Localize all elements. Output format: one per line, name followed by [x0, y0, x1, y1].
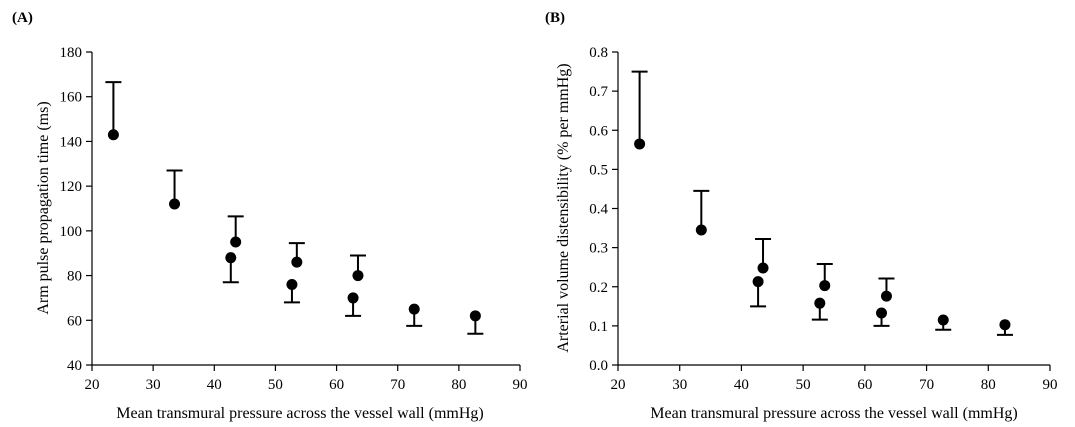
- y-tick-label: 0.2: [589, 280, 608, 296]
- data-point: [819, 280, 831, 292]
- x-tick-label: 80: [981, 377, 996, 393]
- y-tick-label: 0.8: [589, 45, 608, 61]
- x-tick-label: 50: [268, 377, 283, 393]
- x-tick-label: 20: [85, 377, 100, 393]
- data-point: [225, 252, 237, 264]
- data-point: [634, 138, 646, 150]
- y-tick-label: 80: [67, 269, 82, 285]
- data-point: [352, 270, 364, 282]
- x-tick-label: 70: [919, 377, 934, 393]
- panel-label: (B): [545, 10, 565, 26]
- data-point: [408, 303, 420, 315]
- x-tick-label: 20: [611, 377, 626, 393]
- y-axis-label: Arm pulse propagation time (ms): [35, 101, 52, 314]
- x-tick-label: 90: [513, 377, 528, 393]
- data-point: [695, 224, 707, 236]
- data-point: [169, 198, 181, 210]
- x-axis-label: Mean transmural pressure across the vess…: [650, 405, 1017, 422]
- panel-label: (A): [12, 10, 33, 26]
- y-tick-label: 0.0: [589, 358, 608, 374]
- x-tick-label: 60: [857, 377, 872, 393]
- x-tick-label: 30: [672, 377, 687, 393]
- x-tick-label: 40: [207, 377, 222, 393]
- data-point: [107, 129, 119, 141]
- y-tick-label: 0.6: [589, 123, 608, 139]
- y-tick-label: 0.5: [589, 162, 608, 178]
- y-tick-label: 0.3: [589, 241, 608, 257]
- data-point: [347, 292, 359, 304]
- data-point: [880, 290, 892, 302]
- y-tick-label: 0.1: [589, 319, 608, 335]
- data-point: [291, 256, 303, 268]
- y-tick-label: 60: [67, 313, 82, 329]
- data-point: [814, 297, 826, 309]
- x-tick-label: 60: [329, 377, 344, 393]
- data-point: [230, 236, 242, 248]
- y-tick-label: 100: [60, 224, 83, 240]
- chart-panel-a: 40 60 80 100 120 140 160 180 20 30 40 50 60 70 80 90 Mea…: [12, 10, 528, 422]
- data-point: [469, 310, 481, 322]
- x-tick-label: 30: [146, 377, 161, 393]
- x-axis-label: Mean transmural pressure across the vess…: [116, 405, 483, 422]
- x-tick-label: 80: [451, 377, 466, 393]
- x-tick-label: 50: [796, 377, 811, 393]
- data-point: [876, 307, 888, 319]
- x-tick-label: 90: [1043, 377, 1058, 393]
- y-tick-label: 180: [60, 45, 83, 61]
- x-tick-label: 40: [734, 377, 749, 393]
- y-tick-label: 160: [60, 90, 83, 106]
- y-tick-label: 140: [60, 134, 83, 150]
- y-tick-label: 0.7: [589, 84, 608, 100]
- y-tick-label: 40: [67, 358, 82, 374]
- y-tick-label: 0.4: [589, 202, 608, 218]
- y-tick-label: 120: [60, 179, 83, 195]
- data-point: [286, 279, 298, 291]
- data-point: [937, 314, 949, 326]
- y-axis-label: Arterial volume distensibility (% per mm…: [555, 63, 572, 352]
- data-point: [757, 262, 769, 274]
- x-tick-label: 70: [390, 377, 405, 393]
- data-point: [752, 276, 764, 288]
- data-point: [999, 319, 1011, 331]
- chart-panel-b: 0.0 0.1 0.2 0.3 0.4 0.5 0.6 0.7 0.8 20 30 40 50 60 70 8…: [545, 10, 1058, 422]
